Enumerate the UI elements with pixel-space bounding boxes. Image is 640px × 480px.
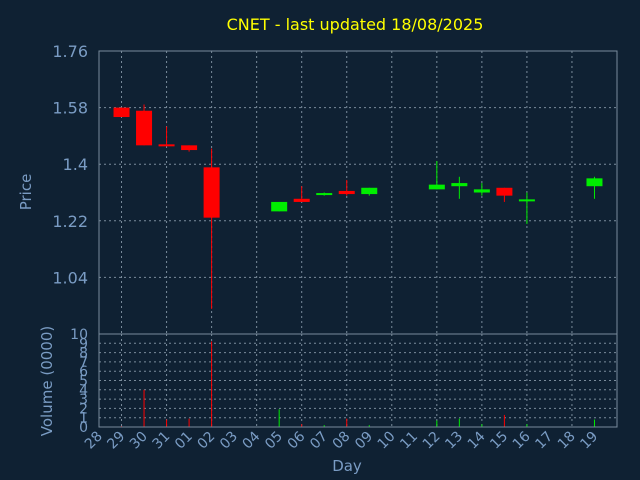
candle-body (293, 198, 310, 202)
x-tick-label: 07 (307, 429, 331, 453)
price-y-tick-label: 1.22 (52, 212, 88, 231)
x-tick-label: 08 (330, 429, 354, 453)
candle-body (361, 187, 378, 195)
x-tick-label: 17 (532, 429, 556, 453)
x-tick-label: 31 (149, 429, 173, 453)
volume-y-tick-label: 1 (79, 411, 88, 427)
volume-y-tick-label: 8 (79, 346, 88, 362)
x-tick-label: 29 (104, 429, 128, 453)
volume-y-tick-label: 6 (79, 364, 88, 380)
volume-y-tick-label: 5 (79, 374, 88, 390)
x-tick-label: 06 (285, 428, 309, 452)
volume-grid (99, 333, 617, 428)
candle-body (518, 199, 535, 202)
candle-body (338, 190, 355, 195)
candle-body (203, 167, 220, 218)
x-tick-label: 10 (375, 429, 399, 453)
price-axis-label: Price (17, 174, 35, 211)
x-tick-label: 01 (172, 429, 196, 453)
candle-body (136, 110, 153, 146)
x-tick-label: 12 (420, 429, 444, 453)
volume-y-tick-label: 9 (79, 336, 88, 352)
candle-body (113, 107, 130, 118)
price-y-tick-label: 1.4 (63, 155, 88, 174)
volume-bars (121, 341, 595, 427)
x-tick-label: 30 (127, 429, 151, 453)
candle-body (316, 193, 333, 196)
x-tick-label: 03 (217, 429, 241, 453)
x-tick-label: 15 (487, 429, 511, 453)
price-y-tick-label: 1.76 (52, 42, 88, 61)
volume-plot-frame (98, 333, 618, 428)
candle-body (158, 144, 175, 147)
price-y-tick-labels: 1.76 1.58 1.4 1.22 1.04 (52, 42, 88, 287)
x-tick-label: 18 (555, 429, 579, 453)
candle-body (181, 145, 198, 151)
x-tick-label: 11 (397, 429, 421, 453)
x-tick-label: 16 (510, 428, 534, 452)
x-tick-label: 14 (465, 428, 489, 452)
x-tick-label: 04 (240, 428, 264, 452)
price-candles (113, 104, 603, 309)
price-grid (99, 50, 617, 334)
candle-body (428, 184, 445, 190)
volume-y-tick-label: 0 (79, 420, 88, 436)
x-tick-labels: 2829303101020304050607080910111213141516… (82, 428, 601, 452)
x-axis-label: Day (332, 457, 362, 475)
volume-y-tick-label: 7 (79, 355, 88, 371)
candle-body (473, 189, 490, 193)
price-y-tick-label: 1.58 (52, 99, 88, 118)
candle-body (496, 187, 513, 196)
x-tick-label: 13 (442, 429, 466, 453)
candle-body (451, 183, 468, 187)
volume-y-tick-label: 4 (79, 383, 88, 399)
price-plot-frame (98, 50, 618, 335)
candle-body (586, 178, 603, 187)
volume-axis-label: Volume (0000) (38, 326, 56, 436)
x-tick-label: 05 (262, 429, 286, 453)
x-tick-label: 09 (352, 429, 376, 453)
volume-y-tick-label: 3 (79, 392, 88, 408)
volume-y-tick-label: 2 (79, 401, 88, 417)
price-y-tick-label: 1.04 (52, 268, 88, 287)
candle-body (271, 201, 288, 212)
volume-y-tick-label: 10 (70, 327, 88, 343)
chart-title: CNET - last updated 18/08/2025 (227, 15, 484, 34)
x-tick-label: 19 (577, 429, 601, 453)
x-tick-label: 02 (195, 429, 219, 453)
